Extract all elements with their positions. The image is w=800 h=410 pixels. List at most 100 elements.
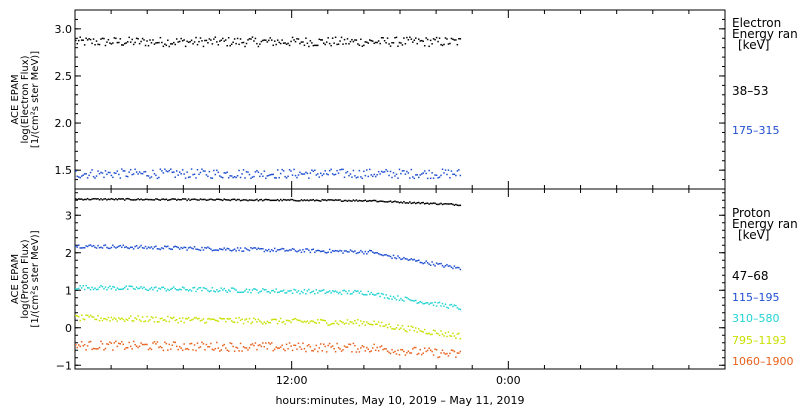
data-point xyxy=(85,173,87,175)
data-point xyxy=(214,173,217,176)
data-point xyxy=(75,343,77,346)
data-point xyxy=(250,322,252,325)
data-point xyxy=(202,287,205,289)
data-point xyxy=(320,172,322,175)
data-point xyxy=(100,246,102,249)
data-point xyxy=(320,343,322,345)
data-point xyxy=(355,252,358,255)
data-point xyxy=(282,248,285,250)
y-tick-label: 3 xyxy=(65,209,72,222)
data-point xyxy=(291,349,294,352)
data-point xyxy=(192,198,194,201)
data-point xyxy=(216,198,218,201)
data-point xyxy=(201,289,203,292)
data-point xyxy=(161,247,163,249)
data-point xyxy=(366,321,368,323)
data-point xyxy=(309,172,312,174)
data-point xyxy=(317,292,319,294)
data-point xyxy=(279,172,282,175)
data-point xyxy=(156,321,159,323)
data-point xyxy=(137,247,139,249)
data-point xyxy=(376,252,378,254)
data-point xyxy=(366,169,368,171)
data-point xyxy=(146,198,148,201)
data-point xyxy=(219,290,221,292)
data-point xyxy=(308,344,310,346)
data-point xyxy=(77,344,80,346)
data-point xyxy=(397,201,399,203)
data-point xyxy=(441,168,444,170)
data-point xyxy=(354,320,356,322)
data-point xyxy=(126,288,129,290)
data-point xyxy=(76,246,78,248)
data-point xyxy=(260,247,263,250)
data-point xyxy=(170,168,172,170)
data-point xyxy=(113,198,116,201)
data-point xyxy=(312,170,315,173)
data-point xyxy=(80,287,83,289)
data-point xyxy=(223,343,225,346)
data-point xyxy=(213,38,215,40)
data-point xyxy=(308,249,310,252)
data-point xyxy=(314,292,316,295)
data-point xyxy=(116,320,119,322)
data-point xyxy=(171,198,174,200)
data-point xyxy=(159,317,162,320)
data-point xyxy=(282,289,285,292)
data-point xyxy=(198,173,200,176)
data-point xyxy=(76,42,78,45)
data-point xyxy=(128,36,130,39)
data-point xyxy=(281,199,283,202)
data-point xyxy=(248,249,251,252)
data-point xyxy=(434,348,436,350)
data-point xyxy=(419,330,421,332)
data-point xyxy=(232,345,234,348)
data-point xyxy=(143,247,145,249)
data-point xyxy=(168,289,171,292)
data-point xyxy=(322,289,325,291)
data-point xyxy=(219,40,221,42)
data-point xyxy=(300,41,303,43)
data-point xyxy=(282,170,285,172)
data-point xyxy=(217,171,220,174)
data-point xyxy=(80,341,83,343)
data-point xyxy=(98,199,101,201)
data-point xyxy=(351,321,353,324)
data-point xyxy=(223,247,225,249)
data-point xyxy=(315,322,318,324)
data-point xyxy=(159,36,162,39)
data-point xyxy=(146,174,148,177)
data-point xyxy=(409,36,411,38)
data-point xyxy=(175,199,178,201)
data-point xyxy=(89,171,92,174)
data-point xyxy=(325,351,328,353)
data-point xyxy=(162,286,165,288)
data-point xyxy=(397,177,399,179)
data-point xyxy=(394,297,396,299)
data-point xyxy=(164,198,166,201)
data-point xyxy=(116,287,119,289)
data-point xyxy=(364,293,367,296)
data-point xyxy=(162,247,165,250)
data-point xyxy=(324,292,326,295)
data-point xyxy=(233,350,236,352)
data-point xyxy=(456,333,459,335)
data-point xyxy=(238,169,240,172)
data-point xyxy=(371,199,374,202)
data-point xyxy=(410,38,413,40)
data-point xyxy=(143,286,145,289)
data-point xyxy=(198,287,200,289)
data-point xyxy=(119,318,122,321)
data-point xyxy=(383,40,386,42)
data-point xyxy=(193,344,196,346)
data-point xyxy=(170,288,172,291)
data-point xyxy=(158,176,160,179)
data-point xyxy=(178,171,181,173)
data-point xyxy=(187,316,190,319)
data-point xyxy=(380,170,383,173)
data-point xyxy=(207,289,209,292)
data-point xyxy=(192,43,194,45)
data-point xyxy=(361,200,364,202)
data-point xyxy=(349,249,352,251)
data-point xyxy=(263,39,266,41)
